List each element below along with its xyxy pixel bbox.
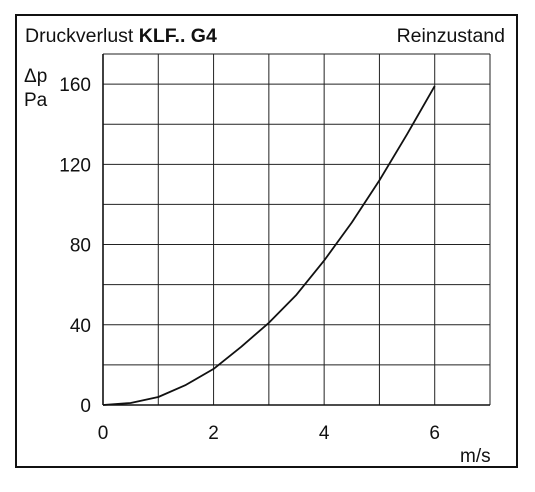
y-tick-label: 0 [80, 396, 91, 417]
chart-title-bold: KLF.. G4 [138, 25, 217, 47]
x-tick-label: 6 [429, 423, 440, 444]
y-tick-label: 80 [70, 236, 91, 257]
pressure-loss-curve [102, 85, 436, 406]
y-axis-unit: Pa [24, 90, 48, 111]
x-tick-label: 2 [208, 423, 219, 444]
chart-frame [15, 14, 518, 468]
chart-title-prefix: Druckverlust [25, 25, 134, 47]
x-axis-label: m/s [460, 446, 491, 467]
y-tick-label: 160 [59, 75, 91, 96]
y-tick-label: 40 [70, 316, 91, 337]
y-tick-label: 120 [59, 155, 91, 176]
y-axis-label: Δp [24, 66, 48, 87]
x-tick-label: 4 [319, 423, 330, 444]
x-tick-label: 0 [98, 423, 109, 444]
chart-title: Druckverlust KLF.. G4 [25, 25, 217, 48]
chart-subtitle: Reinzustand [396, 25, 505, 47]
